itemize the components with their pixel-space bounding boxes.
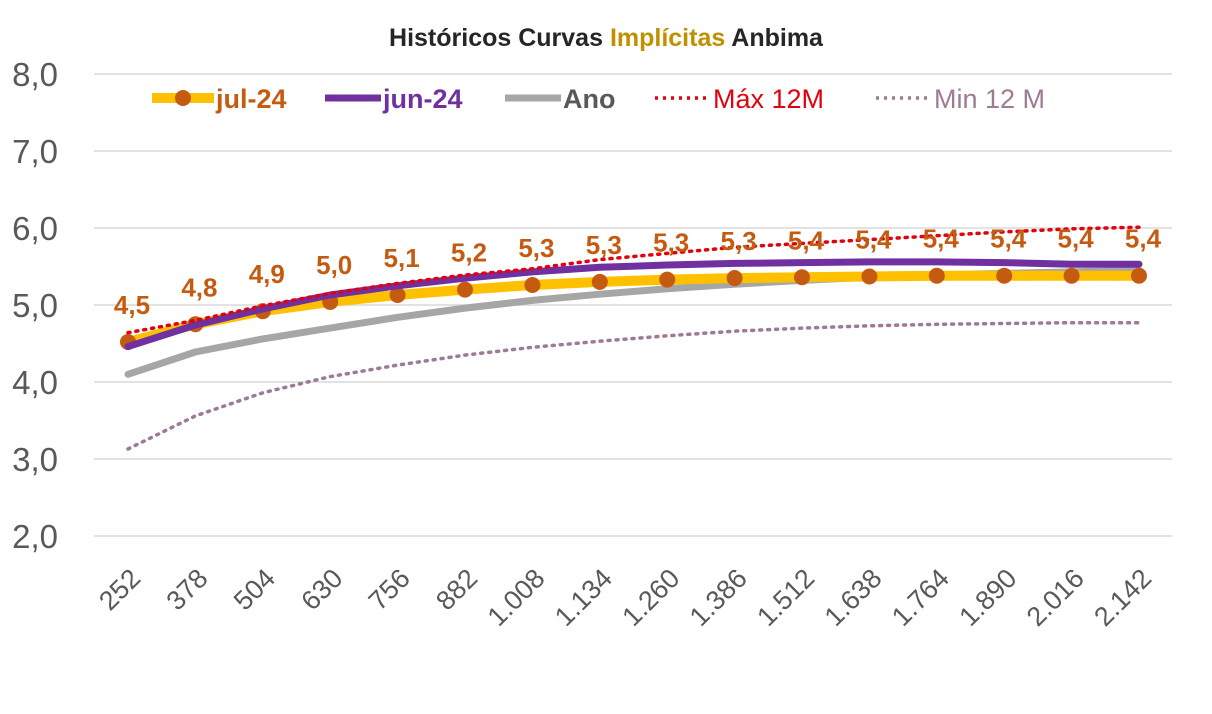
data-label: 5,1 (384, 243, 420, 273)
legend-item: Máx 12M (655, 84, 824, 114)
legend-item: jun-24 (325, 84, 463, 114)
data-point (457, 281, 473, 298)
legend-item: Ano (505, 84, 615, 114)
data-point (726, 270, 743, 287)
data-label: 5,4 (1058, 224, 1095, 254)
data-point (928, 267, 945, 284)
x-tick-label: 756 (363, 563, 416, 616)
legend-label: Ano (563, 84, 615, 114)
y-tick-label: 6,0 (12, 210, 58, 247)
x-tick-label: 1.134 (549, 563, 618, 632)
data-label: 5,3 (653, 228, 689, 258)
data-label: 5,3 (586, 230, 622, 260)
data-label: 5,4 (990, 224, 1027, 254)
data-label: 5,4 (923, 224, 960, 254)
x-tick-label: 1.386 (684, 563, 753, 632)
x-tick-label: 378 (161, 563, 214, 616)
x-tick-label: 252 (93, 563, 146, 616)
data-label: 5,3 (721, 226, 757, 256)
data-label: 5,4 (855, 225, 892, 255)
data-label: 4,8 (181, 272, 217, 302)
title-part-2: Anbima (725, 24, 824, 52)
data-point (659, 271, 676, 288)
y-tick-label: 7,0 (12, 133, 58, 170)
series-line-3 (126, 225, 1141, 335)
data-point (591, 273, 608, 290)
x-tick-label: 1.260 (616, 563, 685, 632)
series-line-0 (123, 270, 1144, 347)
data-label: 4,5 (114, 290, 150, 320)
x-tick-label: 504 (228, 563, 281, 616)
title-part-1: Implícitas (610, 24, 725, 52)
series-line-1 (124, 258, 1143, 351)
data-label: 5,2 (451, 238, 487, 268)
x-tick-label: 1.890 (953, 563, 1022, 632)
data-point (389, 286, 406, 303)
data-point (996, 267, 1013, 284)
legend-marker (175, 90, 191, 106)
chart-title: Históricos Curvas Implícitas Anbima (389, 24, 824, 52)
legend-label: Min 12 M (934, 84, 1045, 114)
data-point (1063, 267, 1080, 284)
data-point (794, 269, 810, 286)
x-tick-label: 1.008 (482, 563, 551, 632)
legend-item: jul-24 (152, 84, 287, 114)
data-label: 5,4 (788, 225, 825, 255)
legend-label: Máx 12M (713, 84, 824, 114)
y-tick-label: 5,0 (12, 287, 58, 324)
x-tick-label: 630 (295, 563, 348, 616)
y-tick-label: 3,0 (12, 441, 58, 478)
y-tick-label: 2,0 (12, 518, 58, 555)
data-label: 4,9 (249, 259, 285, 289)
legend-label: jun-24 (382, 84, 463, 114)
x-tick-label: 2.142 (1088, 563, 1157, 632)
data-point (1131, 267, 1147, 284)
data-point (861, 268, 878, 285)
x-tick-label: 882 (430, 563, 483, 616)
legend-item: Min 12 M (876, 84, 1045, 114)
title-part-0: Históricos Curvas (389, 24, 610, 52)
data-label: 5,4 (1125, 224, 1162, 254)
y-tick-label: 4,0 (12, 364, 58, 401)
data-label: 5,0 (316, 250, 352, 280)
x-tick-label: 1.512 (751, 563, 820, 632)
data-point (524, 276, 541, 293)
y-tick-label: 8,0 (12, 56, 58, 93)
series-line-4 (126, 320, 1141, 451)
x-tick-label: 1.638 (819, 563, 888, 632)
data-label: 5,3 (518, 233, 554, 263)
x-tick-label: 1.764 (886, 563, 955, 632)
legend-label: jul-24 (215, 84, 287, 114)
x-tick-label: 2.016 (1021, 563, 1090, 632)
